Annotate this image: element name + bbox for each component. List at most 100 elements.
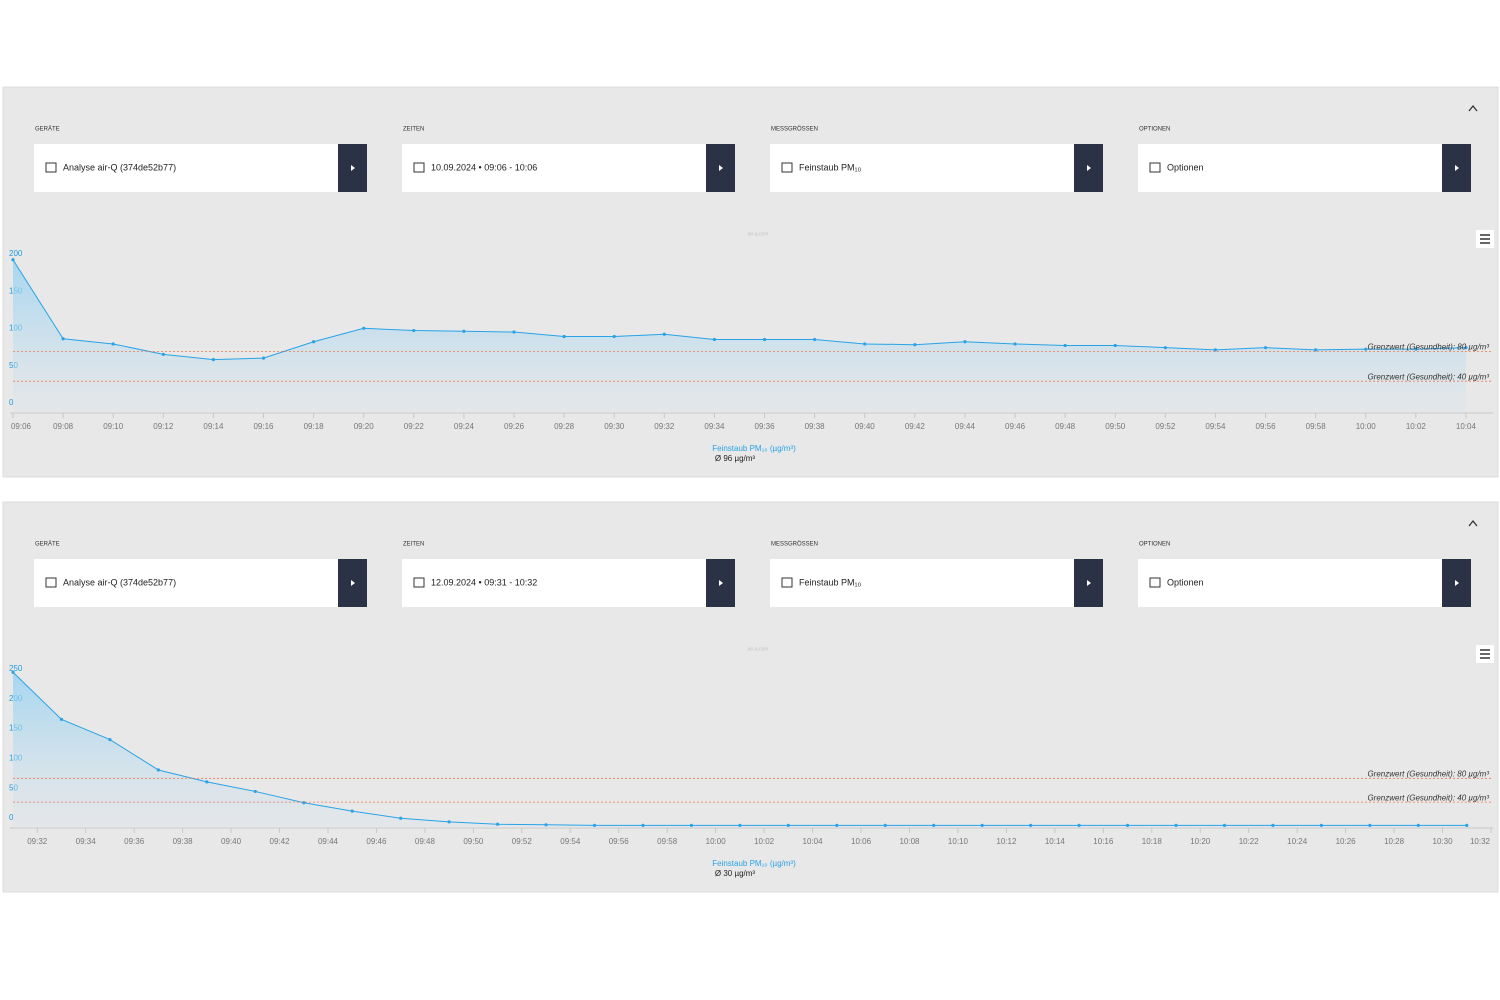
- dropdown-box: [34, 559, 338, 607]
- x-tick-label: 09:18: [304, 422, 325, 431]
- data-point: [1464, 346, 1468, 350]
- x-tick-label: 09:38: [173, 837, 194, 846]
- x-tick-label: 09:40: [221, 837, 242, 846]
- x-tick-label: 09:58: [657, 837, 678, 846]
- data-point: [211, 357, 216, 362]
- dropdown-value: Optionen: [1167, 162, 1204, 172]
- dropdown-value: Optionen: [1167, 577, 1204, 587]
- filter-dropdown[interactable]: 10.09.2024 • 09:06 - 10:06: [402, 144, 735, 192]
- data-point: [1368, 823, 1372, 828]
- x-tick-label: 09:52: [1155, 422, 1176, 431]
- collapse-button[interactable]: [1468, 104, 1478, 112]
- x-tick-label: 09:40: [855, 422, 876, 431]
- average-label: Ø 30 µg/m³: [715, 869, 756, 878]
- filter-label: MESSGRÖSSEN: [771, 126, 818, 133]
- filter-dropdown[interactable]: Analyse air-Q (374de52b77): [34, 559, 367, 607]
- x-tick-label: 10:26: [1336, 837, 1357, 846]
- x-tick-label: 09:24: [454, 422, 475, 431]
- data-point: [1465, 823, 1469, 828]
- filter-dropdown[interactable]: Feinstaub PM₁₀: [770, 559, 1103, 607]
- dropdown-box: [770, 559, 1074, 607]
- data-point: [612, 334, 616, 339]
- x-tick-label: 09:44: [318, 837, 339, 846]
- data-point: [11, 258, 15, 262]
- x-tick-label: 09:42: [270, 837, 291, 846]
- x-tick-label: 10:04: [803, 837, 824, 846]
- x-tick-label: 09:46: [366, 837, 387, 846]
- x-tick-label: 09:16: [253, 422, 274, 431]
- data-point: [932, 823, 936, 828]
- x-tick-label: 10:22: [1239, 837, 1260, 846]
- data-point: [495, 822, 500, 826]
- area-fill: [13, 259, 1466, 413]
- data-point: [111, 342, 115, 346]
- data-point: [1213, 348, 1218, 352]
- data-point: [61, 337, 65, 341]
- filter-dropdown[interactable]: Analyse air-Q (374de52b77): [34, 144, 367, 192]
- data-point: [1077, 823, 1081, 828]
- data-point: [412, 328, 416, 333]
- data-point: [1416, 823, 1420, 828]
- data-point: [883, 823, 887, 828]
- x-tick-label: 09:36: [124, 837, 145, 846]
- data-point: [813, 337, 817, 342]
- legend-item[interactable]: Feinstaub PM₁₀ (µg/m³): [712, 859, 796, 868]
- dropdown-box: [1138, 144, 1442, 192]
- data-point: [261, 356, 266, 360]
- dropdown-box: [1138, 559, 1442, 607]
- x-tick-label: 09:54: [1205, 422, 1226, 431]
- data-point: [1063, 343, 1067, 348]
- data-point: [1163, 346, 1167, 350]
- y-tick-label: 0: [9, 398, 14, 407]
- filter-dropdown[interactable]: Optionen: [1138, 144, 1471, 192]
- x-tick-label: 09:54: [560, 837, 581, 846]
- legend-item[interactable]: Feinstaub PM₁₀ (µg/m³): [712, 444, 796, 453]
- data-point: [712, 337, 717, 342]
- data-point: [312, 340, 316, 344]
- data-point: [399, 816, 403, 820]
- data-point: [963, 340, 967, 344]
- data-point: [59, 717, 64, 721]
- x-tick-label: 09:32: [654, 422, 675, 431]
- dropdown-value: Analyse air-Q (374de52b77): [63, 577, 176, 587]
- x-tick-label: 09:48: [1055, 422, 1076, 431]
- panel: GERÄTE Analyse air-Q (374de52b77) ZEITEN 12…: [2, 501, 1499, 893]
- x-tick-label: 10:24: [1287, 837, 1308, 846]
- x-tick-label: 09:52: [512, 837, 533, 846]
- dropdown-value: Feinstaub PM₁₀: [799, 577, 862, 587]
- data-point: [512, 330, 516, 334]
- filter-dropdown[interactable]: Feinstaub PM₁₀: [770, 144, 1103, 192]
- data-point: [1314, 348, 1318, 352]
- data-point: [205, 780, 209, 784]
- filter-label: OPTIONEN: [1139, 127, 1170, 133]
- dropdown-value: 12.09.2024 • 09:31 - 10:32: [431, 577, 537, 587]
- threshold-label: Grenzwert (Gesundheit): 80 µg/m³: [1367, 769, 1489, 778]
- filter-dropdown[interactable]: Optionen: [1138, 559, 1471, 607]
- x-tick-label: 09:56: [1256, 422, 1277, 431]
- threshold-label: Grenzwert (Gesundheit): 40 µg/m³: [1367, 793, 1489, 802]
- x-tick-label: 09:22: [404, 422, 425, 431]
- dropdown-arrow: [351, 165, 355, 171]
- data-point: [302, 801, 306, 805]
- dropdown-value: Feinstaub PM₁₀: [799, 162, 862, 172]
- x-tick-label: 09:12: [153, 422, 174, 431]
- x-tick-label: 09:28: [554, 422, 575, 431]
- panel: GERÄTE Analyse air-Q (374de52b77) ZEITEN 10…: [2, 86, 1499, 478]
- y-tick-label: 200: [9, 249, 23, 258]
- data-point: [1222, 823, 1227, 828]
- filter-label: ZEITEN: [403, 127, 424, 133]
- x-tick-label: 09:26: [504, 422, 525, 431]
- dropdown-arrow: [1455, 580, 1459, 586]
- x-tick-label: 09:34: [704, 422, 725, 431]
- collapse-button[interactable]: [1468, 519, 1478, 527]
- x-tick-label: 09:58: [1306, 422, 1327, 431]
- data-point: [1013, 342, 1017, 346]
- filter-dropdown[interactable]: 12.09.2024 • 09:31 - 10:32: [402, 559, 735, 607]
- data-point: [738, 823, 742, 828]
- x-tick-label: 09:48: [415, 837, 436, 846]
- data-point: [462, 329, 466, 333]
- data-point: [592, 823, 597, 828]
- x-tick-label: 09:50: [463, 837, 484, 846]
- x-tick-label: 09:44: [955, 422, 976, 431]
